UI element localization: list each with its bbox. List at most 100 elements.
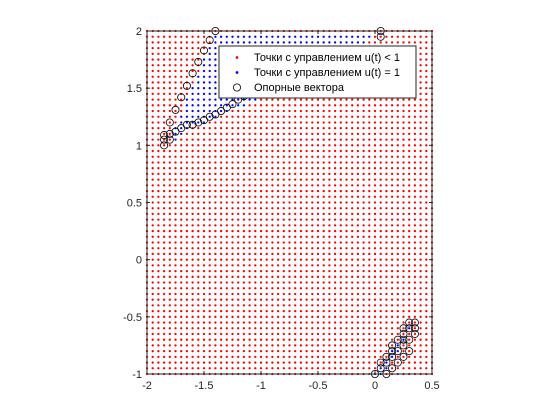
- data-point-u-less-1: [328, 115, 331, 118]
- data-point-u-less-1: [368, 212, 371, 216]
- data-point-u-less-1: [408, 338, 411, 341]
- data-point-u-less-1: [168, 218, 171, 221]
- data-point-u-less-1: [197, 287, 200, 290]
- data-point-u-less-1: [368, 201, 371, 204]
- data-point-u-less-1: [425, 247, 428, 250]
- data-point-u-less-1: [174, 161, 177, 164]
- data-point-u-less-1: [231, 195, 234, 198]
- data-point-u-less-1: [396, 161, 399, 164]
- data-point-u-less-1: [294, 212, 297, 216]
- data-point-u-equal-1: [362, 35, 365, 38]
- data-point-u-less-1: [237, 349, 240, 353]
- data-point-u-less-1: [225, 212, 228, 216]
- data-point-u-less-1: [174, 292, 177, 296]
- data-point-u-equal-1: [202, 98, 206, 101]
- data-point-u-less-1: [271, 212, 274, 216]
- data-point-u-less-1: [316, 115, 320, 118]
- data-point-u-less-1: [322, 281, 325, 284]
- data-point-u-less-1: [333, 178, 337, 181]
- data-point-u-less-1: [396, 121, 399, 124]
- data-point-u-less-1: [368, 224, 371, 227]
- data-point-u-less-1: [248, 309, 251, 313]
- data-point-u-less-1: [214, 218, 217, 221]
- data-point-u-less-1: [157, 92, 160, 96]
- data-point-u-less-1: [408, 149, 411, 153]
- data-point-u-less-1: [333, 138, 337, 141]
- data-point-u-less-1: [316, 252, 320, 256]
- data-point-u-less-1: [362, 109, 365, 113]
- data-point-u-less-1: [259, 149, 263, 153]
- data-point-u-less-1: [168, 264, 171, 267]
- data-point-u-less-1: [157, 195, 160, 198]
- data-point-u-less-1: [311, 104, 314, 107]
- data-point-u-less-1: [390, 315, 394, 318]
- data-point-u-less-1: [271, 247, 274, 250]
- data-point-u-less-1: [322, 229, 325, 233]
- data-point-u-less-1: [385, 195, 388, 198]
- data-point-u-less-1: [339, 201, 342, 204]
- data-point-u-less-1: [219, 138, 223, 141]
- support-vector-point: [382, 352, 391, 361]
- data-point-u-less-1: [225, 189, 228, 193]
- data-point-u-less-1: [151, 201, 154, 204]
- data-point-u-less-1: [185, 69, 189, 73]
- data-point-u-less-1: [311, 281, 314, 284]
- support-vector-point: [228, 100, 237, 109]
- data-point-u-less-1: [202, 309, 206, 313]
- data-point-u-less-1: [362, 292, 365, 296]
- data-point-u-less-1: [402, 287, 405, 290]
- data-point-u-less-1: [379, 338, 382, 341]
- data-point-u-less-1: [339, 224, 342, 227]
- data-point-u-less-1: [396, 315, 399, 318]
- data-point-u-less-1: [288, 361, 291, 364]
- data-point-u-less-1: [419, 281, 422, 284]
- data-point-u-less-1: [390, 161, 394, 164]
- data-point-u-less-1: [168, 109, 171, 113]
- data-point-u-less-1: [362, 155, 365, 158]
- data-point-u-equal-1: [339, 41, 342, 44]
- data-point-u-less-1: [333, 315, 337, 318]
- data-point-u-less-1: [385, 349, 388, 353]
- data-point-u-less-1: [351, 264, 354, 267]
- data-point-u-less-1: [237, 258, 240, 261]
- data-point-u-equal-1: [385, 367, 388, 370]
- data-point-u-less-1: [356, 132, 360, 136]
- data-point-u-equal-1: [219, 41, 223, 44]
- data-point-u-less-1: [202, 304, 206, 307]
- data-point-u-less-1: [151, 172, 154, 176]
- data-point-u-less-1: [185, 258, 189, 261]
- data-point-u-less-1: [305, 178, 308, 181]
- data-point-u-less-1: [299, 355, 303, 358]
- data-point-u-equal-1: [208, 104, 211, 107]
- data-point-u-less-1: [151, 332, 154, 336]
- support-vector-point: [205, 112, 214, 121]
- data-point-u-less-1: [425, 252, 428, 256]
- data-point-u-less-1: [425, 189, 428, 193]
- data-point-u-less-1: [271, 178, 274, 181]
- data-point-u-less-1: [254, 298, 257, 301]
- data-point-u-less-1: [305, 104, 308, 107]
- data-point-u-less-1: [413, 281, 417, 284]
- data-point-u-less-1: [265, 138, 268, 141]
- data-point-u-less-1: [362, 332, 365, 336]
- data-point-u-less-1: [219, 207, 223, 210]
- data-point-u-less-1: [328, 167, 331, 170]
- data-point-u-less-1: [316, 361, 320, 364]
- data-point-u-less-1: [425, 81, 428, 84]
- data-point-u-less-1: [305, 258, 308, 261]
- data-point-u-less-1: [390, 41, 394, 44]
- data-point-u-less-1: [214, 178, 217, 181]
- data-point-u-less-1: [419, 241, 422, 244]
- data-point-u-less-1: [425, 355, 428, 358]
- data-point-u-less-1: [419, 292, 422, 296]
- data-point-u-less-1: [322, 207, 325, 210]
- data-point-u-less-1: [225, 172, 228, 176]
- data-point-u-less-1: [231, 189, 234, 193]
- data-point-u-less-1: [322, 321, 325, 324]
- data-point-u-less-1: [368, 155, 371, 158]
- data-point-u-less-1: [157, 121, 160, 124]
- data-point-u-less-1: [413, 315, 417, 318]
- data-point-u-less-1: [339, 189, 342, 193]
- data-point-u-less-1: [219, 121, 223, 124]
- data-point-u-less-1: [248, 304, 251, 307]
